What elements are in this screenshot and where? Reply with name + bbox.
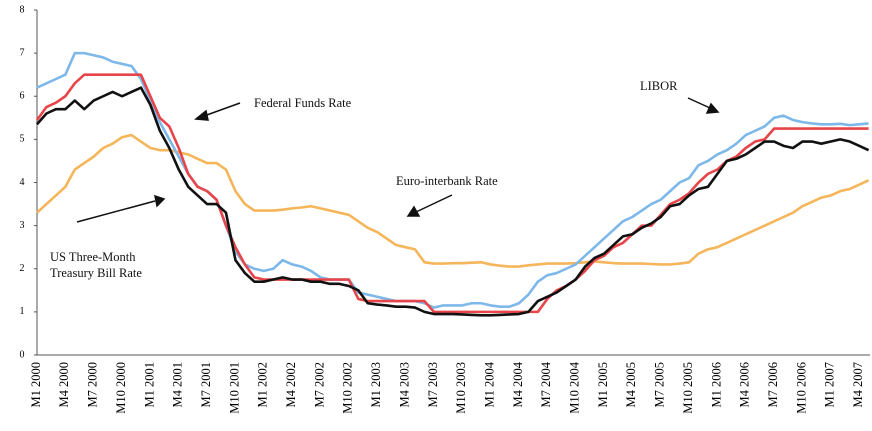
- y-tick-label: 4: [20, 177, 25, 188]
- arrow: [687, 97, 711, 109]
- x-tick-label: M4 2005: [624, 362, 638, 408]
- y-tick-label: 8: [20, 4, 25, 15]
- annotation: Euro-interbank Rate: [396, 174, 498, 188]
- y-tick-label: 1: [20, 306, 25, 317]
- y-tick-label: 5: [20, 134, 25, 145]
- arrow-head: [154, 194, 166, 208]
- x-tick-label: M1 2007: [823, 362, 837, 408]
- x-tick-label: M4 2003: [397, 362, 411, 408]
- x-tick-label: M10 2003: [454, 362, 468, 414]
- x-tick-label: M1 2005: [596, 362, 610, 408]
- series-line: [36, 51, 869, 309]
- series-line: [36, 86, 870, 317]
- arrow: [415, 194, 453, 213]
- annotation: LIBOR: [640, 79, 678, 93]
- x-tick-label: M10 2006: [794, 362, 808, 414]
- x-tick-label: M4 2004: [511, 361, 525, 407]
- arrow: [203, 102, 241, 117]
- x-tick-label: M7 2001: [199, 362, 213, 408]
- x-tick-label: M4 2000: [57, 362, 71, 408]
- x-tick-label: M10 2000: [114, 362, 128, 414]
- x-tick-label: M1 2006: [709, 362, 723, 408]
- x-tick-label: M7 2003: [426, 362, 440, 408]
- x-tick-label: M4 2006: [738, 362, 752, 408]
- x-tick-label: M4 2002: [284, 362, 298, 408]
- x-tick-label: M7 2002: [312, 362, 326, 408]
- x-tick-label: M1 2004: [482, 361, 496, 407]
- annotation: Federal Funds Rate: [254, 96, 352, 110]
- y-tick-label: 7: [20, 47, 25, 58]
- arrow-head: [194, 109, 209, 121]
- y-tick-label: 2: [20, 263, 25, 274]
- arrows: [76, 97, 720, 223]
- x-tick-label: M1 2001: [142, 362, 156, 408]
- x-tick-label: M4 2001: [171, 362, 185, 408]
- x-tick-label: M10 2004: [568, 361, 582, 413]
- y-tick-label: 6: [20, 91, 25, 102]
- x-tick-label: M10 2002: [341, 362, 355, 414]
- x-tick-label: M10 2001: [227, 362, 241, 414]
- y-tick-label: 0: [20, 349, 25, 360]
- arrow-head: [406, 205, 421, 217]
- arrow-head: [705, 102, 720, 114]
- x-tick-label: M7 2005: [653, 362, 667, 408]
- y-tick-label: 3: [20, 220, 25, 231]
- x-tick-label: M7 2006: [766, 362, 780, 408]
- x-tick-label: M1 2000: [29, 362, 43, 408]
- x-tick-label: M1 2003: [369, 362, 383, 408]
- x-tick-label: M7 2000: [86, 362, 100, 408]
- x-tick-label: M7 2004: [539, 361, 553, 407]
- x-tick-label: M1 2002: [256, 362, 270, 408]
- x-tick-label: M4 2007: [851, 362, 865, 408]
- arrow: [76, 200, 156, 223]
- annotation: US Three-Month Treasury Bill Rate: [50, 250, 142, 280]
- x-tick-label: M10 2005: [681, 362, 695, 414]
